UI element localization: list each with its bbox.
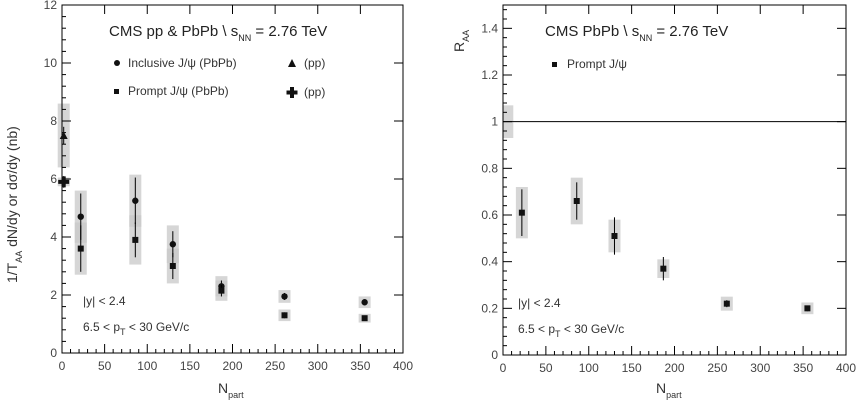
right-chart-title: CMS PbPb \ sNN = 2.76 TeV: [545, 23, 728, 43]
y-tick-label: 0.2: [481, 301, 498, 315]
legend-marker-pp-triangle: [288, 59, 296, 67]
x-tick-label: 350: [350, 359, 370, 373]
x-tick-label: 50: [98, 359, 112, 373]
x-tick-label: 400: [836, 361, 856, 375]
data-point-square: [723, 300, 730, 307]
y-tick-label: 8: [50, 114, 57, 128]
x-tick-label: 150: [180, 359, 200, 373]
data-points: [518, 182, 811, 312]
legend-marker-prompt: [114, 89, 119, 94]
x-tick-label: 100: [579, 361, 599, 375]
data-point-square: [77, 245, 84, 252]
x-tick-label: 400: [393, 359, 413, 373]
data-point-triangle: [59, 131, 68, 139]
left-pt-annotation: 6.5 < pT < 30 GeV/c: [83, 320, 189, 337]
data-point-square: [132, 236, 139, 243]
left-y-axis-label: 1/TAA dN/dy or dσ/dy (nb): [4, 126, 24, 283]
data-point-square: [361, 315, 368, 322]
data-point-circle: [77, 213, 84, 220]
legend-label-pp-cross: (pp): [304, 85, 325, 99]
x-tick-label: 50: [539, 361, 553, 375]
right-x-axis-label: Npart: [656, 380, 682, 400]
y-tick-label: 0.6: [481, 208, 498, 222]
y-tick-label: 1: [491, 115, 498, 129]
data-point-circle: [361, 299, 368, 306]
right-rapidity-annotation: |y| < 2.4: [518, 296, 561, 310]
x-tick-label: 150: [622, 361, 642, 375]
legend-marker-inclusive: [114, 60, 120, 66]
x-tick-label: 0: [500, 361, 507, 375]
y-tick-label: 0.8: [481, 161, 498, 175]
y-tick-label: 6: [50, 172, 57, 186]
data-point-circle: [132, 197, 139, 204]
legend-label-prompt-raa: Prompt J/ψ: [567, 57, 627, 71]
y-tick-label: 1.2: [481, 68, 498, 82]
data-point-cross: [58, 176, 70, 188]
right-panel: 0 50 100 150 200 250 300 350 400 0 0.2 0.4 0.6 0.8 1 1.…: [451, 4, 856, 400]
legend-label-prompt: Prompt J/ψ (PbPb): [128, 84, 229, 98]
x-tick-label: 0: [59, 359, 66, 373]
data-point-circle: [169, 241, 177, 248]
y-tick-label: 0: [50, 346, 57, 360]
data-point-square: [804, 305, 811, 312]
y-tick-label: 10: [44, 56, 58, 70]
x-tick-label: 300: [308, 359, 328, 373]
data-points: [58, 126, 368, 322]
legend-marker-pp-cross: [286, 87, 298, 98]
right-pt-annotation: 6.5 < pT < 30 GeV/c: [518, 322, 624, 339]
right-y-axis-label: RAA: [451, 30, 471, 52]
systematic-boxes: [503, 105, 814, 315]
x-tick-label: 350: [793, 361, 813, 375]
left-x-axis-label: Npart: [218, 380, 244, 400]
data-point-square: [573, 198, 580, 204]
legend-marker-prompt-raa: [552, 62, 557, 67]
x-tick-label: 250: [265, 359, 285, 373]
x-tick-label: 100: [137, 359, 157, 373]
systematic-boxes: [57, 103, 371, 323]
x-tick-label: 250: [707, 361, 727, 375]
left-chart-title: CMS pp & PbPb \ sNN = 2.76 TeV: [109, 23, 327, 43]
data-point-circle: [281, 293, 288, 300]
data-point-square: [611, 233, 618, 239]
data-point-square: [169, 263, 176, 269]
legend-label-pp-triangle: (pp): [304, 56, 325, 70]
data-point-square: [281, 312, 288, 319]
x-tick-label: 300: [750, 361, 770, 375]
y-tick-label: 0: [491, 348, 498, 362]
left-rapidity-annotation: |y| < 2.4: [83, 294, 126, 308]
data-point-square: [218, 287, 225, 294]
data-point-square: [518, 209, 525, 216]
y-tick-label: 12: [44, 0, 58, 12]
data-point-square: [660, 265, 667, 272]
y-tick-label: 0.4: [481, 255, 498, 269]
left-panel: 0 50 100 150 200 250 300 350 400 0 2 4 6 8 10 12 CMS pp…: [4, 0, 413, 400]
legend-label-inclusive: Inclusive J/ψ (PbPb): [128, 56, 237, 70]
y-tick-label: 1.4: [481, 21, 498, 35]
y-tick-label: 2: [50, 288, 57, 302]
x-tick-label: 200: [222, 359, 242, 373]
y-tick-label: 4: [50, 230, 57, 244]
x-tick-label: 200: [664, 361, 684, 375]
axis-ticks: 0 50 100 150 200 250 300 350 400 0 0.2 0.4 0.6 0.8 1 1.…: [481, 5, 856, 375]
axis-ticks: 0 50 100 150 200 250 300 350 400 0 2 4 6 8 10 12: [44, 0, 414, 373]
